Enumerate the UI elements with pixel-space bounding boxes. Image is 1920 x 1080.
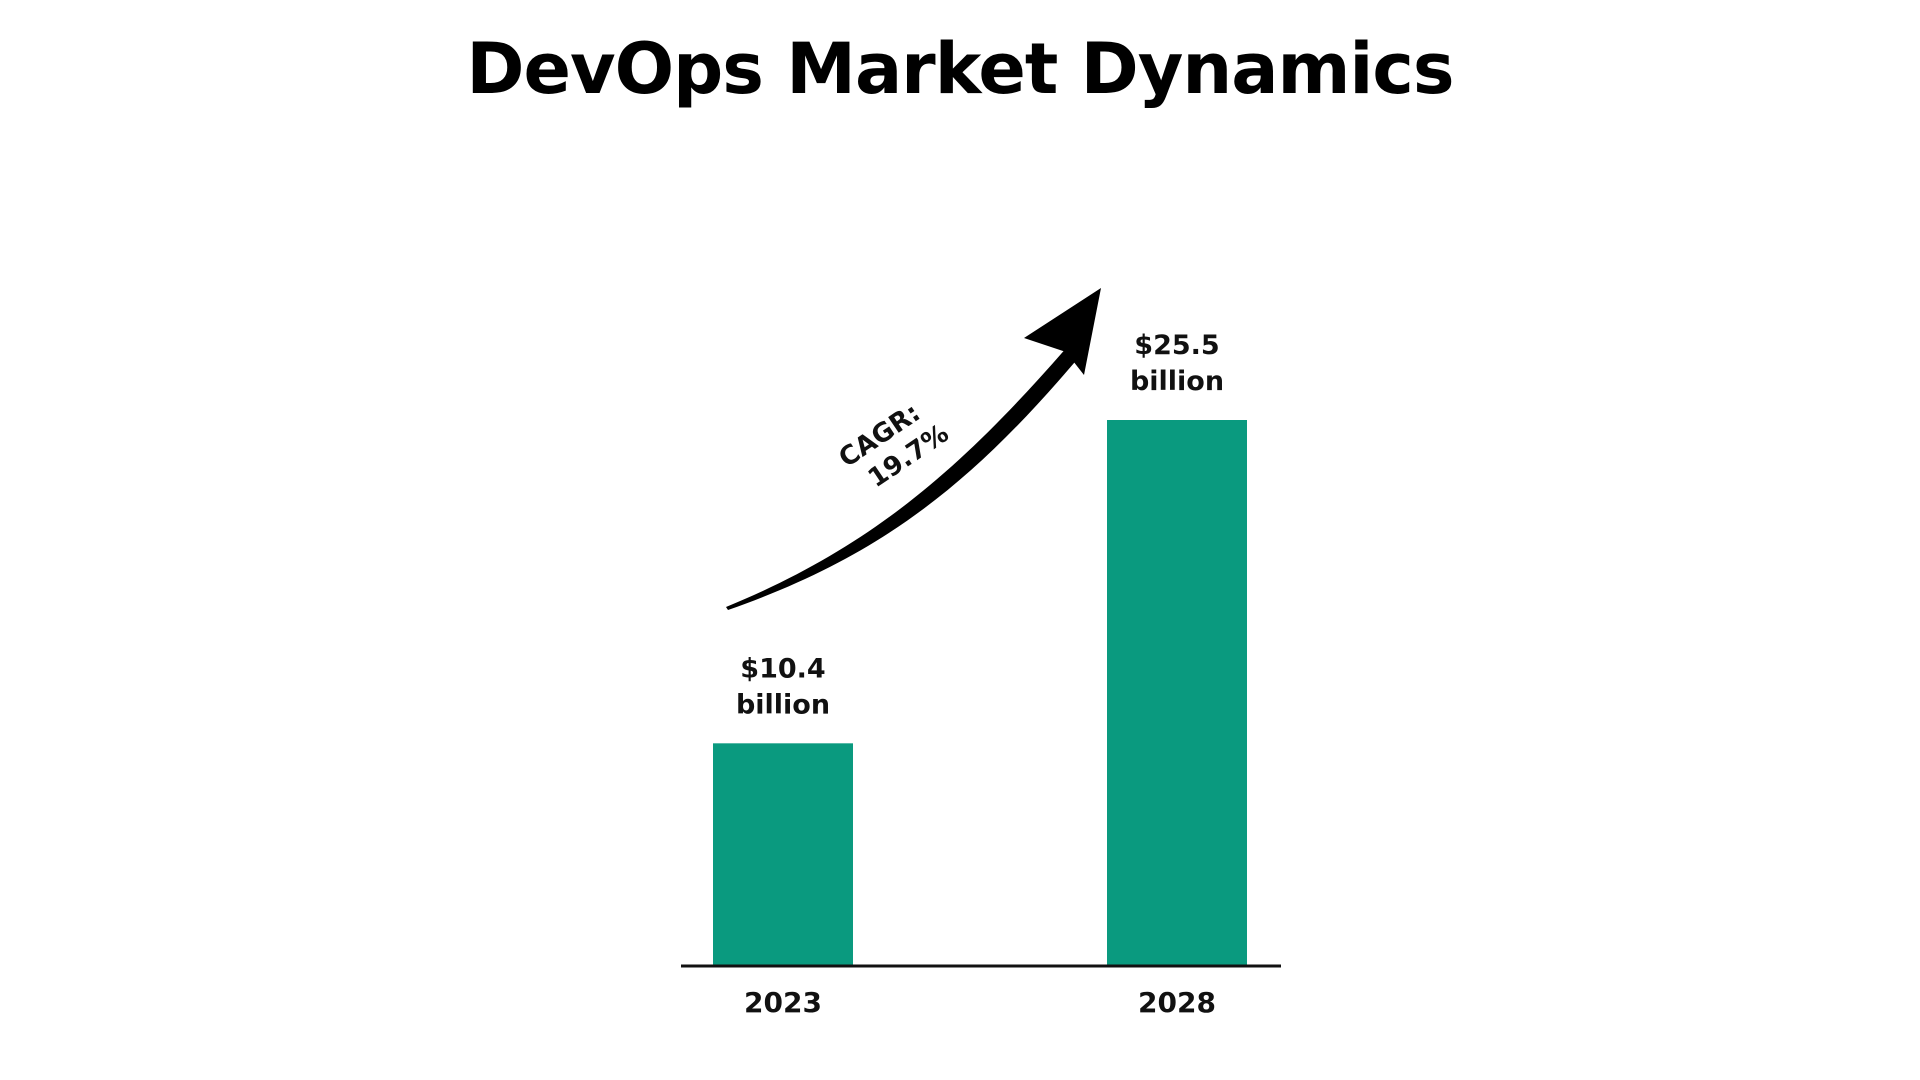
x-tick-2023: 2023 [744,986,822,1019]
bars-group [713,420,1247,966]
value-labels-group: $10.4 billion $25.5 billion [736,330,1224,720]
growth-arrow [726,288,1101,610]
value-label-2023-line-2: billion [736,689,830,720]
x-tick-2028: 2028 [1138,986,1216,1019]
value-label-2028-line-1: $25.5 [1134,330,1219,361]
value-label-2023-line-1: $10.4 [740,653,825,684]
value-label-2028-line-2: billion [1130,366,1224,397]
arrow-head [1024,288,1101,375]
x-tick-labels: 2023 2028 [744,986,1216,1019]
chart-title: DevOps Market Dynamics [466,28,1454,110]
bar-2023 [713,743,853,966]
value-label-2028: $25.5 billion [1130,330,1224,397]
bar-2028 [1107,420,1247,966]
value-label-2023: $10.4 billion [736,653,830,720]
